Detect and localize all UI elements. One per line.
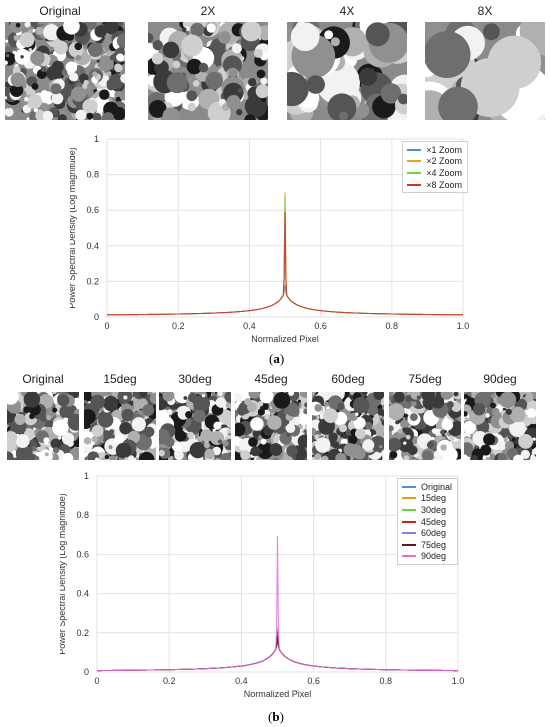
- y-tick-label: 0.6: [86, 205, 99, 215]
- legend-label: ×8 Zoom: [426, 179, 462, 190]
- x-axis-label: Normalized Pixel: [244, 689, 312, 699]
- thumbnail-label: 2X: [200, 4, 216, 18]
- legend-label: 45deg: [420, 516, 447, 527]
- chart-legend: Original 15deg 30deg 45deg 60deg 75deg 90deg: [396, 478, 458, 566]
- legend-swatch: [407, 171, 422, 174]
- y-tick-label: 0: [94, 312, 99, 322]
- thumbnail-label: 15deg: [103, 372, 137, 386]
- y-tick-label: 1: [84, 471, 89, 481]
- series-line: [107, 211, 463, 316]
- legend-entry: ×1 Zoom: [407, 144, 462, 156]
- legend-label: ×2 Zoom: [426, 156, 462, 167]
- legend-entry: 75deg: [401, 539, 452, 551]
- x-axis-label: Normalized Pixel: [251, 334, 319, 344]
- micrograph-thumbnail: [312, 392, 384, 460]
- y-tick-label: 0.8: [76, 510, 89, 520]
- x-tick-label: 0: [94, 676, 99, 686]
- legend-swatch: [407, 148, 422, 151]
- legend-swatch: [401, 508, 416, 511]
- legend-label: ×4 Zoom: [426, 167, 462, 178]
- thumbnail-label: 30deg: [178, 372, 212, 386]
- x-tick-label: 0.2: [163, 676, 176, 686]
- thumbnail-label: Original: [22, 372, 64, 386]
- legend-entry: ×8 Zoom: [407, 179, 462, 191]
- series-line: [97, 535, 458, 672]
- thumbnail-label: 90deg: [483, 372, 517, 386]
- legend-label: 75deg: [420, 539, 447, 550]
- legend-swatch: [401, 485, 416, 488]
- legend-entry: 45deg: [401, 516, 452, 528]
- y-axis-label: Power Spectral Density (Log magnitude): [60, 493, 67, 655]
- legend-entry: 30deg: [401, 504, 452, 516]
- y-tick-label: 0.8: [86, 170, 99, 180]
- thumbnail-label: 75deg: [408, 372, 442, 386]
- legend-label: 90deg: [420, 551, 447, 562]
- legend-swatch: [407, 183, 422, 186]
- legend-entry: ×4 Zoom: [407, 167, 462, 179]
- micrograph-thumbnail: [287, 22, 407, 120]
- micrograph-thumbnail: [389, 392, 461, 460]
- legend-label: 30deg: [420, 504, 447, 515]
- legend-entry: ×2 Zoom: [407, 156, 462, 168]
- micrograph-thumbnail: [159, 392, 231, 460]
- x-tick-label: 0.8: [386, 321, 399, 331]
- psd-chart-zoom: 0 0.2 0.4 0.6 0.8 1.0 0 0.2 0.4 0.6 0.8 1 Normalized…: [67, 133, 480, 348]
- legend-swatch: [401, 520, 416, 523]
- y-tick-label: 0.6: [76, 549, 89, 559]
- micrograph-thumbnail: [148, 22, 268, 120]
- x-tick-label: 1.0: [452, 676, 465, 686]
- x-tick-label: 0.6: [314, 321, 327, 331]
- psd-chart-rotation: 0 0.2 0.4 0.6 0.8 1.0 0 0.2 0.4 0.6 0.8 1 Normalized…: [57, 470, 470, 702]
- legend-label: ×1 Zoom: [426, 144, 462, 155]
- legend-entry: 90deg: [401, 551, 452, 563]
- thumbnail-label: 60deg: [331, 372, 365, 386]
- x-tick-label: 0: [104, 321, 109, 331]
- legend-entry: Original: [401, 481, 452, 493]
- y-tick-label: 0.4: [86, 241, 99, 251]
- legend-label: 60deg: [420, 528, 447, 539]
- x-tick-label: 0.4: [243, 321, 256, 331]
- micrograph-thumbnail: [464, 392, 536, 460]
- legend-swatch: [401, 497, 416, 500]
- y-tick-label: 1: [94, 134, 99, 144]
- legend-swatch: [401, 543, 416, 546]
- thumbnail-label: 8X: [477, 4, 493, 18]
- micrograph-thumbnail: [235, 392, 307, 460]
- micrograph-thumbnail: [425, 22, 545, 120]
- x-tick-label: 0.4: [235, 676, 248, 686]
- x-tick-label: 0.6: [307, 676, 320, 686]
- x-tick-label: 0.2: [172, 321, 185, 331]
- legend-label: 15deg: [420, 493, 447, 504]
- legend-swatch: [401, 555, 416, 558]
- thumbnail-label: 4X: [339, 4, 355, 18]
- y-tick-label: 0.2: [86, 276, 99, 286]
- legend-label: Original: [420, 481, 452, 492]
- chart-legend: ×1 Zoom ×2 Zoom ×4 Zoom ×8 Zoom: [402, 141, 468, 194]
- y-tick-label: 0: [84, 667, 89, 677]
- y-tick-label: 0.2: [76, 628, 89, 638]
- legend-entry: 60deg: [401, 527, 452, 539]
- micrograph-thumbnail: [5, 22, 125, 120]
- thumbnail-label: Original: [39, 4, 81, 18]
- legend-swatch: [407, 160, 422, 163]
- y-tick-label: 0.4: [76, 589, 89, 599]
- x-tick-label: 1.0: [457, 321, 470, 331]
- legend-entry: 15deg: [401, 493, 452, 505]
- micrograph-thumbnail: [84, 392, 156, 460]
- legend-swatch: [401, 532, 416, 535]
- caption-b: (b): [268, 709, 284, 724]
- caption-a: (a): [269, 351, 285, 366]
- thumbnail-label: 45deg: [254, 372, 288, 386]
- micrograph-thumbnail: [7, 392, 79, 460]
- y-axis-label: Power Spectral Density (Log magnitude): [70, 147, 77, 309]
- x-tick-label: 0.8: [380, 676, 393, 686]
